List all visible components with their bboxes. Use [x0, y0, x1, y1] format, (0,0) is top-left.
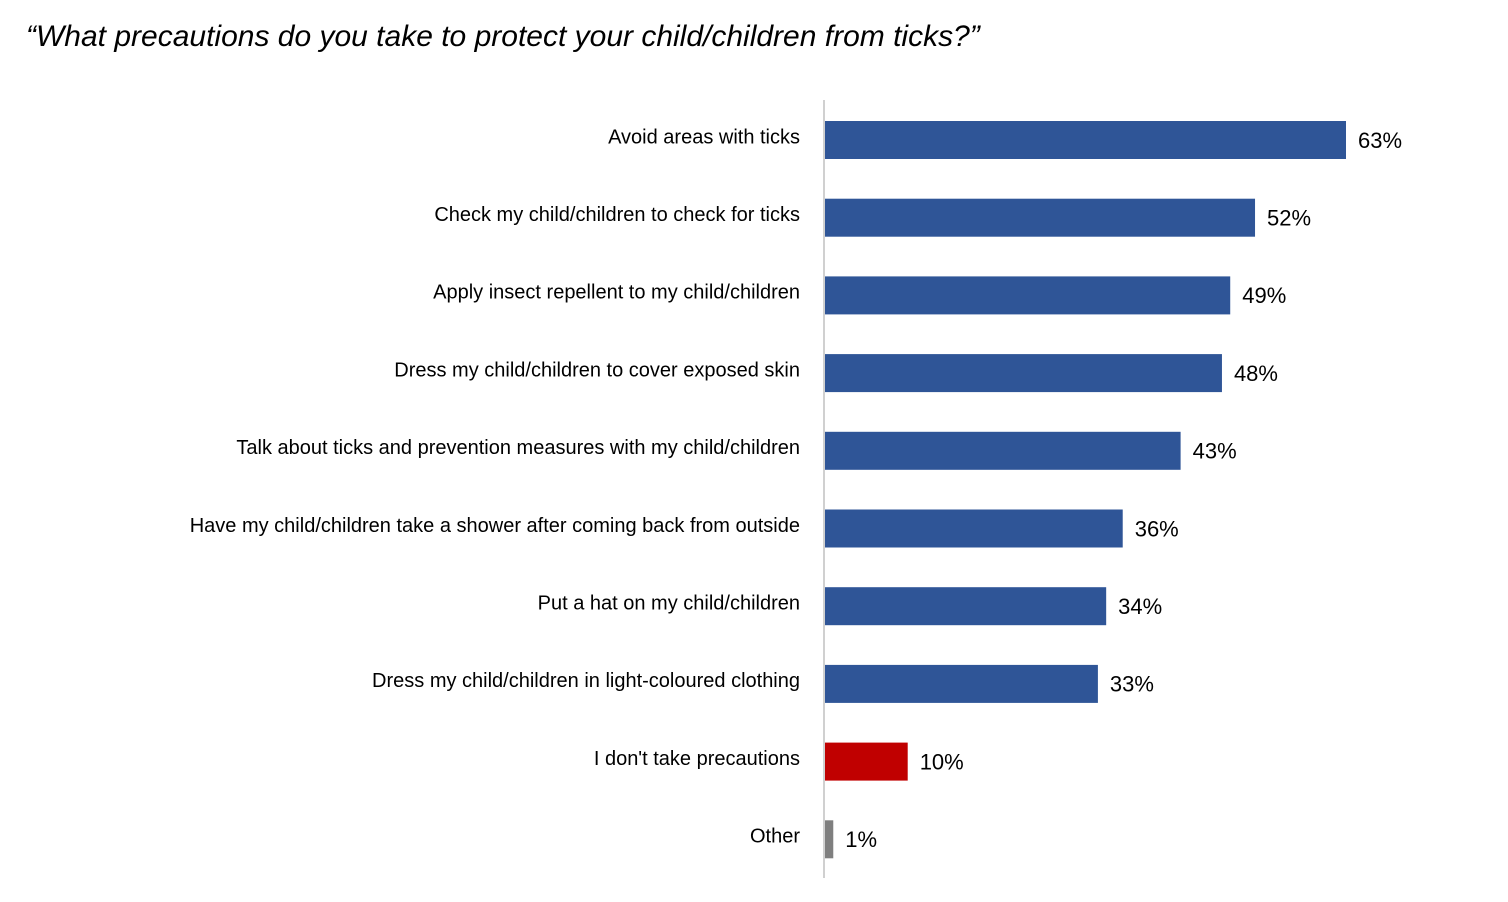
bar [825, 587, 1107, 626]
category-label: Apply insect repellent to my child/child… [433, 282, 800, 304]
bar [825, 198, 1256, 237]
category-label: Have my child/children take a shower aft… [190, 515, 800, 537]
bar [825, 664, 1098, 703]
bar [825, 276, 1231, 315]
bar [825, 121, 1346, 159]
category-label: Talk about ticks and prevention measures… [236, 437, 800, 459]
bar [825, 431, 1181, 470]
bar [825, 354, 1222, 393]
value-label: 63% [1358, 128, 1402, 153]
category-label: Other [750, 826, 800, 848]
value-label: 33% [1110, 672, 1154, 697]
bar [825, 742, 908, 781]
category-label: Check my child/children to check for tic… [434, 204, 800, 226]
value-label: 34% [1118, 594, 1162, 619]
category-label: Dress my child/children to cover exposed… [394, 359, 800, 381]
chart-title: “What precautions do you take to protect… [26, 20, 982, 53]
value-label: 10% [920, 749, 964, 774]
category-label: Dress my child/children in light-coloure… [372, 670, 800, 692]
value-label: 52% [1267, 206, 1311, 231]
value-label: 36% [1135, 516, 1179, 541]
category-label: Put a hat on my child/children [538, 592, 800, 614]
value-label: 48% [1234, 361, 1278, 386]
value-label: 49% [1242, 283, 1286, 308]
value-label: 43% [1193, 439, 1237, 464]
category-label: Avoid areas with ticks [608, 126, 800, 148]
bar [825, 509, 1123, 548]
value-label: 1% [845, 827, 877, 852]
category-label: I don't take precautions [594, 748, 800, 770]
bar [825, 820, 834, 859]
